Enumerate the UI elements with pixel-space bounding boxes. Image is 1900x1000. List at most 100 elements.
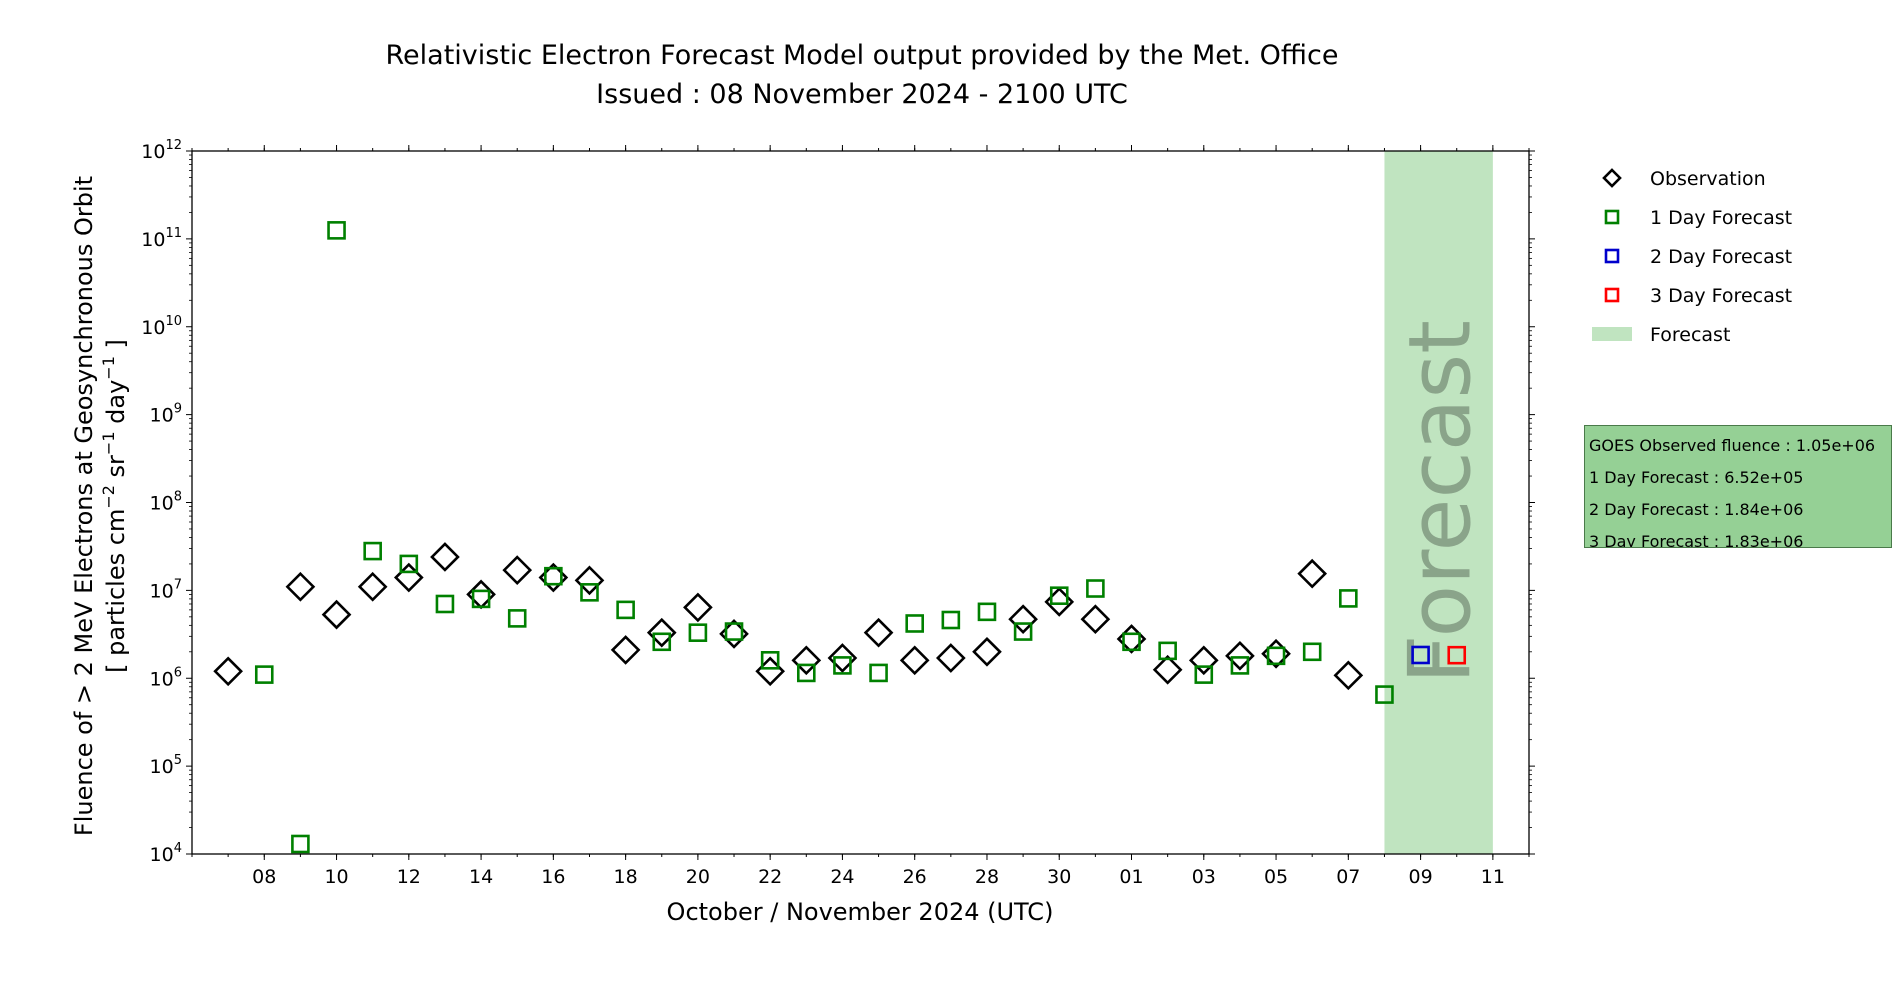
1-day-forecast-point [363,541,382,561]
observation-point [1333,660,1364,691]
1-day-forecast-point [1086,579,1105,598]
y-axis-label-line-2: [ particles cm−2 sr−1 day−1 ] [99,339,130,673]
x-tick-label: 22 [758,866,782,888]
observation-point [285,571,316,602]
observation-point [502,555,533,585]
stat-goes-observed: GOES Observed fluence : 1.05e+06 [1589,436,1876,455]
plot-frame [191,150,1530,855]
observation-point [1297,558,1328,589]
y-tick-label: 106 [150,665,182,690]
x-tick-label: 11 [1481,866,1505,888]
chart-title-line-1: Relativistic Electron Forecast Model out… [386,40,1339,71]
x-tick-label: 09 [1409,866,1433,888]
observation-point [1152,654,1183,685]
stat-2-day-forecast: 2 Day Forecast : 1.84e+06 [1589,500,1804,519]
1-day-forecast-point [616,600,635,620]
1-day-forecast-point [1158,641,1177,661]
1-day-forecast-point [471,589,491,609]
1-day-forecast-point [977,602,997,622]
legend-label-2-day-forecast: 2 Day Forecast [1650,246,1792,268]
x-tick-label: 24 [830,866,854,888]
observation-point [827,643,858,673]
y-tick-label: 1011 [141,226,182,251]
x-tick-label: 20 [686,866,710,888]
y-tick-label: 1012 [141,138,182,163]
3-day-forecast-point [1447,645,1467,665]
x-tick-label: 16 [541,866,565,888]
observation-point [646,617,677,648]
stat-3-day-forecast: 3 Day Forecast : 1.83e+06 [1589,532,1804,548]
x-tick-label: 30 [1047,866,1071,888]
legend-label-3-day-forecast: 3 Day Forecast [1650,285,1792,307]
legend-marker-3-day-forecast [1604,287,1620,303]
1-day-forecast-point [1266,646,1286,666]
1-day-forecast-point [1302,642,1322,662]
observation-point [1080,604,1111,635]
x-tick-label: 05 [1264,866,1288,888]
1-day-forecast-point [833,656,852,675]
stat-1-day-forecast: 1 Day Forecast : 6.52e+05 [1589,468,1804,487]
data-points [213,221,1467,854]
observation-point [1188,645,1219,676]
legend-label-observation: Observation [1650,168,1766,190]
y-tick-label: 109 [150,402,182,427]
observation-point [357,571,388,602]
1-day-forecast-point [688,623,708,642]
forecast-band [1384,151,1493,854]
1-day-forecast-point [1230,656,1250,675]
legend-label-forecast: Forecast [1650,324,1730,346]
legend: Observation 1 Day Forecast 2 Day Forecast 3… [1592,168,1792,346]
1-day-forecast-point [941,610,961,630]
x-tick-label: 26 [903,866,927,888]
x-tick-label: 28 [975,866,999,888]
observation-point [1008,604,1038,635]
observation-point [935,643,966,673]
observation-point [213,656,243,687]
observation-point [430,542,460,572]
x-tick-label: 07 [1336,866,1360,888]
1-day-forecast-point [869,663,888,683]
observation-point [574,565,605,596]
legend-marker-2-day-forecast [1604,248,1620,264]
1-day-forecast-point [1049,586,1069,605]
1-day-forecast-point [724,622,744,641]
x-tick-label: 01 [1119,866,1143,888]
y-axis-label-line-1: Fluence of > 2 MeV Electrons at Geosynch… [70,176,98,836]
1-day-forecast-point [1013,622,1033,641]
observation-point [863,617,894,648]
2-day-forecast-point [1411,645,1430,665]
forecast-band-label: Forecast [1391,320,1491,684]
observation-point [1225,640,1255,671]
x-tick-label: 14 [469,866,493,888]
legend-marker-observation [1602,168,1622,188]
x-tick-label: 03 [1192,866,1216,888]
1-day-forecast-point [652,632,672,652]
axis-ticks: 08 10 12 14 16 18 20 22 24 26 28 30 01 03 05 07 09 111041… [141,138,1535,888]
1-day-forecast-point [1339,589,1358,608]
1-day-forecast-point [507,609,527,628]
1-day-forecast-point [1194,665,1214,684]
1-day-forecast-point [291,834,310,854]
y-tick-label: 105 [150,753,182,778]
1-day-forecast-point [399,554,419,574]
y-tick-label: 104 [150,841,182,866]
1-day-forecast-point [760,651,780,670]
observation-point [972,636,1002,667]
1-day-forecast-point [544,566,563,586]
x-tick-label: 12 [397,866,421,888]
1-day-forecast-point [1122,632,1141,652]
observation-point [791,645,822,676]
legend-marker-1-day-forecast [1604,209,1620,225]
x-axis-label: October / November 2024 (UTC) [667,898,1054,926]
legend-marker-forecast [1592,327,1632,341]
legend-label-1-day-forecast: 1 Day Forecast [1650,207,1792,229]
1-day-forecast-point [327,221,346,240]
1-day-forecast-point [905,614,925,633]
1-day-forecast-point [580,583,599,602]
1-day-forecast-point [796,663,816,683]
forecast-band-layer: Forecast [1384,151,1493,854]
fluence-stats-box: GOES Observed fluence : 1.05e+06 1 Day F… [1584,425,1892,548]
observation-point [610,635,641,665]
x-tick-label: 08 [252,866,276,888]
